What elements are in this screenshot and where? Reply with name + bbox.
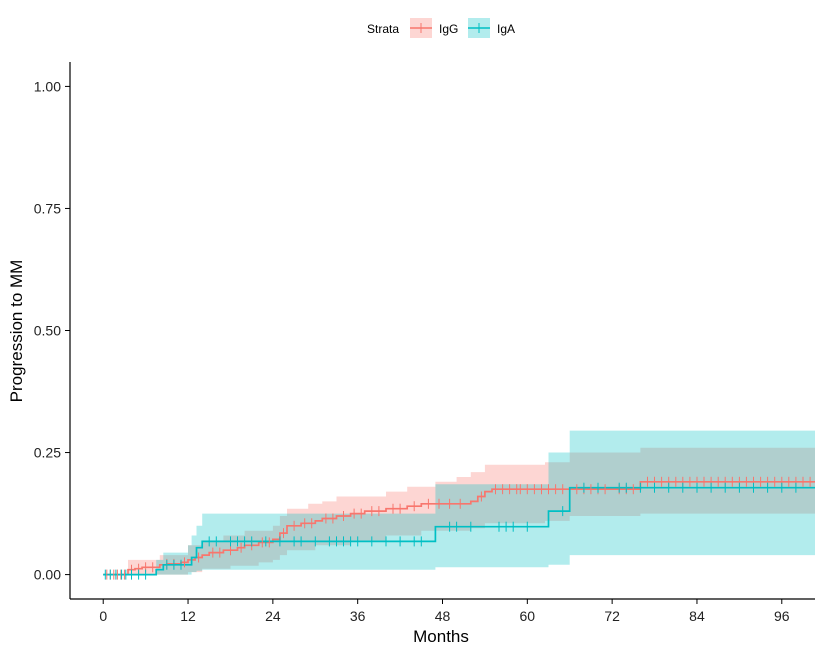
legend-label-iga: IgA: [497, 22, 515, 36]
x-axis-ticks: 0 12 24 36 48 60 72 84 96: [99, 599, 790, 624]
x-tick-label: 84: [689, 608, 705, 624]
y-tick-label: 0.75: [34, 200, 61, 216]
x-tick-label: 96: [774, 608, 790, 624]
legend-title: Strata: [367, 22, 399, 36]
x-axis-title: Months: [413, 627, 469, 646]
y-axis-title: Progression to MM: [7, 260, 26, 403]
confidence-band-igg: [103, 447, 815, 575]
confidence-bands: [103, 430, 815, 575]
y-tick-label: 0.50: [34, 323, 61, 339]
x-tick-label: 36: [350, 608, 366, 624]
y-tick-label: 0.00: [34, 567, 61, 583]
survival-curve-iga: [103, 486, 815, 576]
y-tick-label: 1.00: [34, 78, 61, 94]
y-tick-label: 0.25: [34, 445, 61, 461]
x-tick-label: 12: [180, 608, 196, 624]
legend-label-igg: IgG: [439, 22, 458, 36]
y-axis-ticks: 0.00 0.25 0.50 0.75 1.00: [34, 78, 70, 583]
legend-item-iga: IgA: [468, 18, 515, 38]
x-tick-label: 0: [99, 608, 107, 624]
censor-marks: [104, 476, 811, 580]
legend-item-igg: IgG: [410, 18, 458, 38]
confidence-band-iga: [103, 430, 815, 575]
x-tick-label: 48: [435, 608, 451, 624]
x-tick-label: 24: [265, 608, 281, 624]
x-tick-label: 72: [604, 608, 620, 624]
legend: Strata IgG IgA: [367, 18, 515, 38]
x-tick-label: 60: [520, 608, 536, 624]
